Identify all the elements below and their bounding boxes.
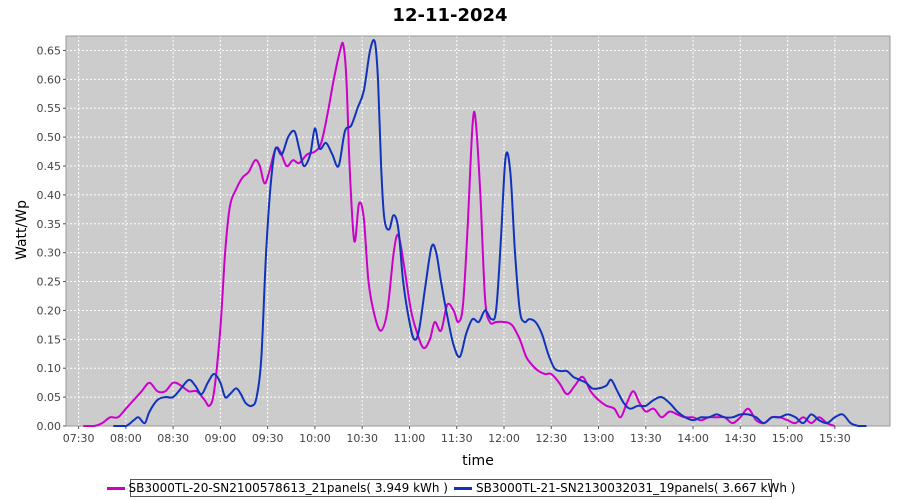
chart-title: 12-11-2024: [392, 5, 507, 26]
x-tick-label: 14:00: [677, 432, 709, 445]
x-tick-label: 14:30: [724, 432, 756, 445]
legend-item-series-1: SB3000TL-20-SN2100578613_21panels( 3.949…: [106, 481, 448, 495]
series-line-2: [113, 38, 867, 427]
y-tick-label: 0.65: [37, 44, 62, 57]
x-tick-label: 12:30: [535, 432, 567, 445]
y-tick-label: 0.10: [37, 362, 62, 375]
y-tick-label: 0.40: [37, 189, 62, 202]
x-tick-label: 08:30: [157, 432, 189, 445]
y-tick-label: 0.15: [37, 333, 62, 346]
y-tick-label: 0.35: [37, 218, 62, 231]
x-tick-label: 10:30: [346, 432, 378, 445]
y-tick-labels: 0.00 0.05 0.10 0.15 0.20 0.25 0.30 0.35 0.40 0.45…: [37, 44, 66, 433]
legend: SB3000TL-20-SN2100578613_21panels( 3.949…: [106, 479, 795, 497]
y-tick-label: 0.50: [37, 131, 62, 144]
y-tick-label: 0.55: [37, 102, 62, 115]
x-tick-label: 15:30: [819, 432, 851, 445]
x-tick-label: 09:30: [252, 432, 284, 445]
legend-swatch-series-1: [106, 486, 125, 490]
x-axis-label: time: [462, 453, 494, 469]
y-axis-label: Watt/Wp: [14, 200, 30, 260]
legend-label-series-2: SB3000TL-21-SN2130032031_19panels( 3.667…: [476, 481, 796, 495]
y-tick-label: 0.30: [37, 247, 62, 260]
x-tick-label: 09:00: [205, 432, 237, 445]
x-tick-labels: 07:30 08:00 08:30 09:00 09:30 10:00 10:30 11:00…: [63, 426, 851, 445]
y-gridlines: [66, 49, 890, 398]
x-gridlines: [78, 36, 836, 426]
y-tick-label: 0.20: [37, 304, 62, 317]
legend-label-series-1: SB3000TL-20-SN2100578613_21panels( 3.949…: [128, 481, 448, 495]
y-tick-label: 0.45: [37, 160, 62, 173]
x-tick-label: 12:00: [488, 432, 520, 445]
x-tick-label: 13:30: [630, 432, 662, 445]
x-tick-label: 15:00: [772, 432, 804, 445]
plot-border: [65, 35, 891, 427]
legend-item-series-2: SB3000TL-21-SN2130032031_19panels( 3.667…: [454, 481, 795, 495]
plot-area: [66, 36, 890, 426]
x-tick-label: 08:00: [110, 432, 142, 445]
legend-swatch-series-2: [454, 486, 472, 490]
x-tick-label: 10:00: [299, 432, 331, 445]
x-tick-label: 11:30: [441, 432, 473, 445]
y-tick-label: 0.05: [37, 391, 62, 404]
y-tick-label: 0.60: [37, 73, 62, 86]
x-tick-label: 13:00: [583, 432, 615, 445]
y-tick-label: 0.25: [37, 276, 62, 289]
x-tick-label: 07:30: [63, 432, 95, 445]
y-tick-label: 0.00: [37, 420, 62, 433]
axes: [65, 35, 891, 427]
x-tick-label: 11:00: [394, 432, 426, 445]
series-lines: [83, 38, 867, 427]
